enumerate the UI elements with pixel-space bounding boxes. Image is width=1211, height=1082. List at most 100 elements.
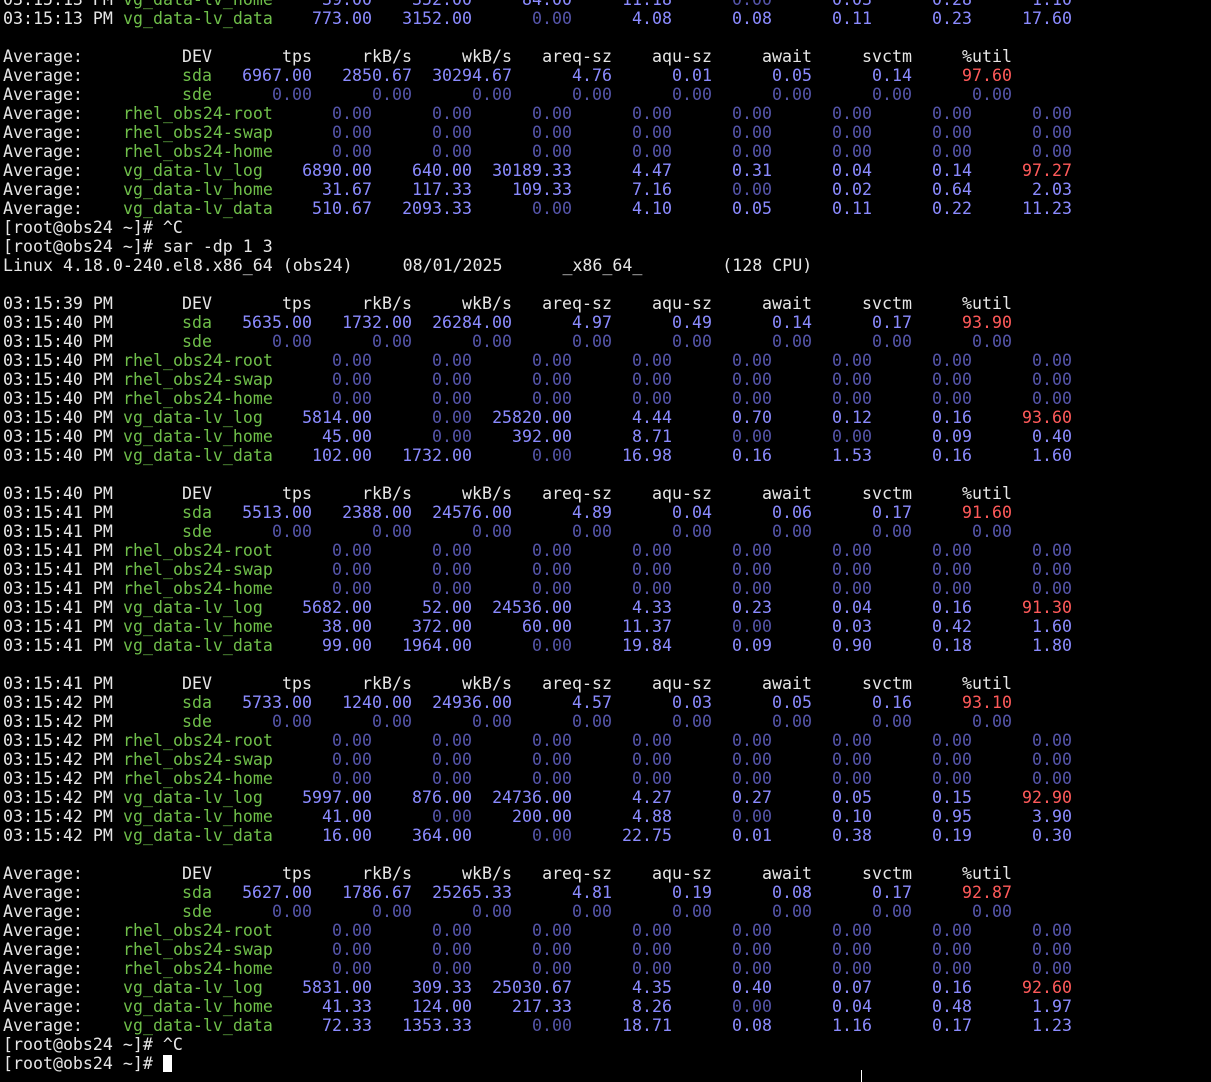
metric-value: 0.00 — [632, 351, 672, 370]
metric-value: 0.00 — [532, 123, 572, 142]
metric-value: 0.95 — [932, 807, 972, 826]
metric-value: 0.00 — [872, 522, 912, 541]
metric-value: 1.60 — [1032, 446, 1072, 465]
metric-value: 0.05 — [832, 788, 872, 807]
metric-value: 0.00 — [632, 769, 672, 788]
metric-value: 0.11 — [832, 9, 872, 28]
metric-value: 0.64 — [932, 180, 972, 199]
terminal-window[interactable]: 03:15:13 PMvg_data-lv_home39.00352.0084.… — [3, 0, 1208, 1080]
row-label: Average: — [3, 85, 83, 104]
metric-value: 0.00 — [932, 142, 972, 161]
row-label: Average: — [3, 66, 83, 85]
metric-value: 1732.00 — [342, 313, 412, 332]
metric-value: 0.00 — [272, 902, 312, 921]
metric-value: 0.00 — [1032, 959, 1072, 978]
metric-value: 0.00 — [532, 826, 572, 845]
metric-value: 1.80 — [1032, 636, 1072, 655]
metric-value: 876.00 — [412, 788, 472, 807]
metric-value: 22.75 — [622, 826, 672, 845]
metric-value: 0.00 — [832, 731, 872, 750]
metric-value: 0.00 — [932, 579, 972, 598]
metric-value: 0.00 — [432, 579, 472, 598]
device-name: vg_data-lv_log — [123, 161, 263, 180]
metric-value: 0.00 — [932, 921, 972, 940]
table-row: 03:15:42 PM sde 0.00 0.00 0.00 0.00 0.00 0.00 0.… — [3, 712, 1208, 731]
column-header: rkB/s — [362, 294, 412, 313]
metric-value: 1.23 — [1032, 1016, 1072, 1035]
metric-value: 25265.33 — [432, 883, 512, 902]
row-label: 03:15:41 PM — [3, 617, 113, 636]
row-label: 03:15:42 PM — [3, 807, 113, 826]
metric-value: 0.00 — [732, 997, 772, 1016]
metric-value: 0.00 — [372, 902, 412, 921]
metric-value: 0.00 — [632, 560, 672, 579]
table-row: 03:15:41 PM vg_data-lv_log 5682.00 52.00 245… — [3, 598, 1208, 617]
column-header: svctm — [862, 484, 912, 503]
metric-value: 0.00 — [472, 522, 512, 541]
metric-value: 8.71 — [632, 427, 672, 446]
metric-value: 0.00 — [732, 959, 772, 978]
metric-value: 0.00 — [972, 902, 1012, 921]
table-row: 03:15:42 PM rhel_obs24-root 0.00 0.00 0.00 0.… — [3, 731, 1208, 750]
row-label: Average: — [3, 959, 83, 978]
metric-value: 0.00 — [332, 142, 372, 161]
text-cursor[interactable] — [162, 1055, 172, 1072]
metric-value: 0.00 — [832, 769, 872, 788]
metric-value: 24936.00 — [432, 693, 512, 712]
metric-value: 0.00 — [832, 959, 872, 978]
blank-line — [3, 845, 1208, 864]
table-header-row: 03:15:40 PM DEV tps rkB/s wkB/s areq-sz aqu-sz… — [3, 484, 1208, 503]
row-label: 03:15:41 PM — [3, 541, 113, 560]
row-label: Average: — [3, 180, 83, 199]
metric-value: 0.00 — [532, 142, 572, 161]
metric-value: 0.08 — [772, 883, 812, 902]
column-header: svctm — [862, 47, 912, 66]
device-name: vg_data-lv_data — [123, 199, 273, 218]
metric-value: 24736.00 — [492, 788, 572, 807]
blank-line — [3, 655, 1208, 674]
metric-value: 0.00 — [432, 769, 472, 788]
device-name: sde — [182, 522, 212, 541]
metric-value: 41.33 — [322, 997, 372, 1016]
metric-value: 0.00 — [432, 940, 472, 959]
table-row: 03:15:40 PM sda 5635.00 1732.00 26284.00 4.97… — [3, 313, 1208, 332]
metric-value: 0.00 — [532, 731, 572, 750]
device-name: rhel_obs24-swap — [123, 370, 273, 389]
metric-value: 0.00 — [472, 902, 512, 921]
table-row: Average: sde 0.00 0.00 0.00 0.00 0.00 0.00 0.00 0… — [3, 85, 1208, 104]
metric-value: 0.00 — [432, 370, 472, 389]
metric-value: 0.00 — [732, 807, 772, 826]
metric-value: 0.00 — [532, 750, 572, 769]
metric-value: 0.00 — [672, 332, 712, 351]
metric-value: 0.00 — [832, 123, 872, 142]
metric-value: 0.00 — [832, 427, 872, 446]
metric-value: 0.00 — [632, 959, 672, 978]
row-label: Average: — [3, 123, 83, 142]
metric-value: 0.00 — [672, 712, 712, 731]
metric-value: 0.00 — [732, 123, 772, 142]
metric-value: 30189.33 — [492, 161, 572, 180]
metric-value: 0.16 — [732, 446, 772, 465]
metric-value: 3.90 — [1032, 807, 1072, 826]
column-header: areq-sz — [542, 47, 612, 66]
metric-value: 0.00 — [432, 104, 472, 123]
metric-value: 0.00 — [732, 541, 772, 560]
prompt-line[interactable]: [root@obs24 ~]# — [3, 1054, 1208, 1073]
metric-value: 0.00 — [332, 921, 372, 940]
metric-value: 0.16 — [872, 693, 912, 712]
metric-value: 0.00 — [632, 731, 672, 750]
table-row: 03:15:40 PM vg_data-lv_data 102.00 1732.00 0… — [3, 446, 1208, 465]
metric-value: 0.14 — [872, 66, 912, 85]
metric-value: 0.00 — [832, 370, 872, 389]
metric-value: 0.17 — [872, 503, 912, 522]
metric-value: 309.33 — [412, 978, 472, 997]
table-header-row: 03:15:39 PM DEV tps rkB/s wkB/s areq-sz aqu-sz… — [3, 294, 1208, 313]
metric-value: 0.00 — [872, 712, 912, 731]
row-label: 03:15:42 PM — [3, 826, 113, 845]
metric-value: 11.18 — [572, 0, 672, 9]
metric-value: 352.00 — [372, 0, 472, 9]
table-row: Average: sde 0.00 0.00 0.00 0.00 0.00 0.00 0.00 0… — [3, 902, 1208, 921]
metric-value: 0.05 — [772, 66, 812, 85]
device-name: rhel_obs24-swap — [123, 123, 273, 142]
metric-value: 0.00 — [332, 769, 372, 788]
